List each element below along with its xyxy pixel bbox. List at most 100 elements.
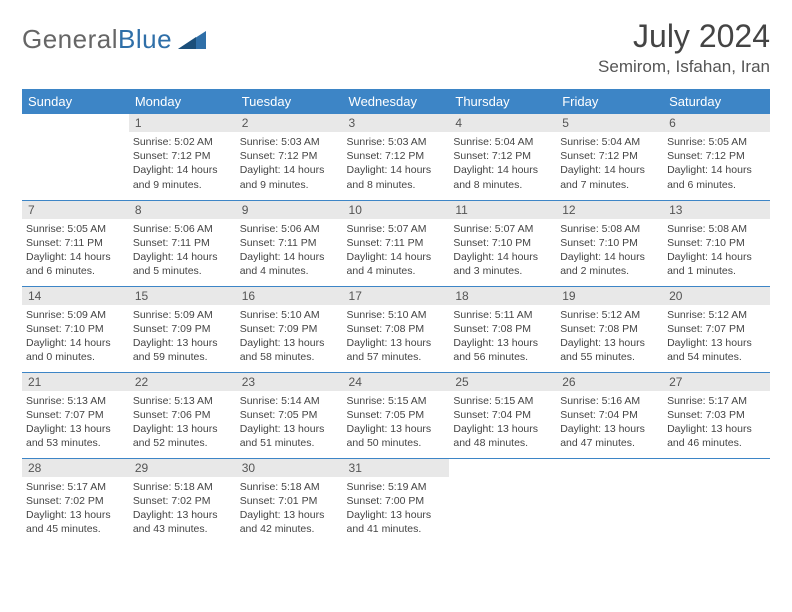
day-number: 20 — [663, 287, 770, 305]
day-number: 14 — [22, 287, 129, 305]
sunrise-line: Sunrise: 5:10 AM — [347, 308, 446, 322]
daylight-line: Daylight: 14 hours and 4 minutes. — [240, 250, 339, 278]
day-details: Sunrise: 5:06 AMSunset: 7:11 PMDaylight:… — [129, 219, 236, 283]
calendar-day-cell — [449, 458, 556, 544]
calendar-day-cell: 1Sunrise: 5:02 AMSunset: 7:12 PMDaylight… — [129, 114, 236, 200]
calendar-day-cell: 12Sunrise: 5:08 AMSunset: 7:10 PMDayligh… — [556, 200, 663, 286]
weekday-header: Monday — [129, 89, 236, 114]
daylight-line: Daylight: 13 hours and 47 minutes. — [560, 422, 659, 450]
day-number: 3 — [343, 114, 450, 132]
day-details: Sunrise: 5:10 AMSunset: 7:08 PMDaylight:… — [343, 305, 450, 369]
calendar-day-cell: 3Sunrise: 5:03 AMSunset: 7:12 PMDaylight… — [343, 114, 450, 200]
calendar-week-row: 1Sunrise: 5:02 AMSunset: 7:12 PMDaylight… — [22, 114, 770, 200]
daylight-line: Daylight: 13 hours and 42 minutes. — [240, 508, 339, 536]
sunset-line: Sunset: 7:11 PM — [240, 236, 339, 250]
calendar-table: SundayMondayTuesdayWednesdayThursdayFrid… — [22, 89, 770, 544]
daylight-line: Daylight: 14 hours and 6 minutes. — [26, 250, 125, 278]
day-number: 13 — [663, 201, 770, 219]
weekday-header: Sunday — [22, 89, 129, 114]
sunset-line: Sunset: 7:10 PM — [667, 236, 766, 250]
calendar-day-cell: 2Sunrise: 5:03 AMSunset: 7:12 PMDaylight… — [236, 114, 343, 200]
calendar-day-cell: 5Sunrise: 5:04 AMSunset: 7:12 PMDaylight… — [556, 114, 663, 200]
daylight-line: Daylight: 13 hours and 51 minutes. — [240, 422, 339, 450]
day-details: Sunrise: 5:11 AMSunset: 7:08 PMDaylight:… — [449, 305, 556, 369]
sunset-line: Sunset: 7:12 PM — [560, 149, 659, 163]
day-number: 12 — [556, 201, 663, 219]
daylight-line: Daylight: 14 hours and 5 minutes. — [133, 250, 232, 278]
sunset-line: Sunset: 7:00 PM — [347, 494, 446, 508]
sunrise-line: Sunrise: 5:12 AM — [560, 308, 659, 322]
daylight-line: Daylight: 14 hours and 4 minutes. — [347, 250, 446, 278]
sunrise-line: Sunrise: 5:17 AM — [667, 394, 766, 408]
day-details: Sunrise: 5:12 AMSunset: 7:07 PMDaylight:… — [663, 305, 770, 369]
weekday-header: Tuesday — [236, 89, 343, 114]
sunset-line: Sunset: 7:12 PM — [667, 149, 766, 163]
calendar-day-cell: 9Sunrise: 5:06 AMSunset: 7:11 PMDaylight… — [236, 200, 343, 286]
day-number: 15 — [129, 287, 236, 305]
sunrise-line: Sunrise: 5:19 AM — [347, 480, 446, 494]
calendar-day-cell: 19Sunrise: 5:12 AMSunset: 7:08 PMDayligh… — [556, 286, 663, 372]
daylight-line: Daylight: 13 hours and 46 minutes. — [667, 422, 766, 450]
title-block: July 2024 Semirom, Isfahan, Iran — [598, 18, 770, 77]
sunrise-line: Sunrise: 5:09 AM — [133, 308, 232, 322]
day-number: 30 — [236, 459, 343, 477]
brand-logo: GeneralBlue — [22, 24, 206, 55]
day-number: 21 — [22, 373, 129, 391]
day-details: Sunrise: 5:04 AMSunset: 7:12 PMDaylight:… — [556, 132, 663, 196]
daylight-line: Daylight: 14 hours and 3 minutes. — [453, 250, 552, 278]
calendar-day-cell: 15Sunrise: 5:09 AMSunset: 7:09 PMDayligh… — [129, 286, 236, 372]
daylight-line: Daylight: 13 hours and 57 minutes. — [347, 336, 446, 364]
weekday-header: Saturday — [663, 89, 770, 114]
sunset-line: Sunset: 7:10 PM — [26, 322, 125, 336]
day-number: 10 — [343, 201, 450, 219]
sunset-line: Sunset: 7:04 PM — [560, 408, 659, 422]
day-number: 29 — [129, 459, 236, 477]
brand-triangle-icon — [178, 31, 206, 49]
day-details: Sunrise: 5:09 AMSunset: 7:09 PMDaylight:… — [129, 305, 236, 369]
sunrise-line: Sunrise: 5:08 AM — [560, 222, 659, 236]
sunrise-line: Sunrise: 5:06 AM — [240, 222, 339, 236]
day-number: 28 — [22, 459, 129, 477]
day-number: 6 — [663, 114, 770, 132]
daylight-line: Daylight: 14 hours and 6 minutes. — [667, 163, 766, 191]
sunrise-line: Sunrise: 5:07 AM — [347, 222, 446, 236]
day-number: 27 — [663, 373, 770, 391]
sunset-line: Sunset: 7:07 PM — [667, 322, 766, 336]
day-details: Sunrise: 5:12 AMSunset: 7:08 PMDaylight:… — [556, 305, 663, 369]
daylight-line: Daylight: 13 hours and 53 minutes. — [26, 422, 125, 450]
sunset-line: Sunset: 7:09 PM — [133, 322, 232, 336]
sunset-line: Sunset: 7:02 PM — [26, 494, 125, 508]
day-details: Sunrise: 5:08 AMSunset: 7:10 PMDaylight:… — [556, 219, 663, 283]
calendar-day-cell — [663, 458, 770, 544]
daylight-line: Daylight: 13 hours and 56 minutes. — [453, 336, 552, 364]
calendar-header-row: SundayMondayTuesdayWednesdayThursdayFrid… — [22, 89, 770, 114]
sunset-line: Sunset: 7:05 PM — [347, 408, 446, 422]
day-number: 5 — [556, 114, 663, 132]
sunset-line: Sunset: 7:06 PM — [133, 408, 232, 422]
calendar-day-cell: 16Sunrise: 5:10 AMSunset: 7:09 PMDayligh… — [236, 286, 343, 372]
daylight-line: Daylight: 13 hours and 41 minutes. — [347, 508, 446, 536]
calendar-day-cell: 23Sunrise: 5:14 AMSunset: 7:05 PMDayligh… — [236, 372, 343, 458]
brand-part1: General — [22, 24, 118, 54]
sunset-line: Sunset: 7:05 PM — [240, 408, 339, 422]
calendar-day-cell: 6Sunrise: 5:05 AMSunset: 7:12 PMDaylight… — [663, 114, 770, 200]
day-details: Sunrise: 5:08 AMSunset: 7:10 PMDaylight:… — [663, 219, 770, 283]
calendar-day-cell: 10Sunrise: 5:07 AMSunset: 7:11 PMDayligh… — [343, 200, 450, 286]
calendar-week-row: 21Sunrise: 5:13 AMSunset: 7:07 PMDayligh… — [22, 372, 770, 458]
day-number: 25 — [449, 373, 556, 391]
day-number: 26 — [556, 373, 663, 391]
day-number: 19 — [556, 287, 663, 305]
daylight-line: Daylight: 13 hours and 58 minutes. — [240, 336, 339, 364]
weekday-header: Wednesday — [343, 89, 450, 114]
day-number: 7 — [22, 201, 129, 219]
day-details: Sunrise: 5:17 AMSunset: 7:03 PMDaylight:… — [663, 391, 770, 455]
daylight-line: Daylight: 14 hours and 7 minutes. — [560, 163, 659, 191]
sunrise-line: Sunrise: 5:15 AM — [453, 394, 552, 408]
sunrise-line: Sunrise: 5:06 AM — [133, 222, 232, 236]
day-number: 2 — [236, 114, 343, 132]
sunrise-line: Sunrise: 5:10 AM — [240, 308, 339, 322]
day-details: Sunrise: 5:02 AMSunset: 7:12 PMDaylight:… — [129, 132, 236, 196]
sunset-line: Sunset: 7:10 PM — [560, 236, 659, 250]
day-number: 31 — [343, 459, 450, 477]
sunset-line: Sunset: 7:11 PM — [26, 236, 125, 250]
